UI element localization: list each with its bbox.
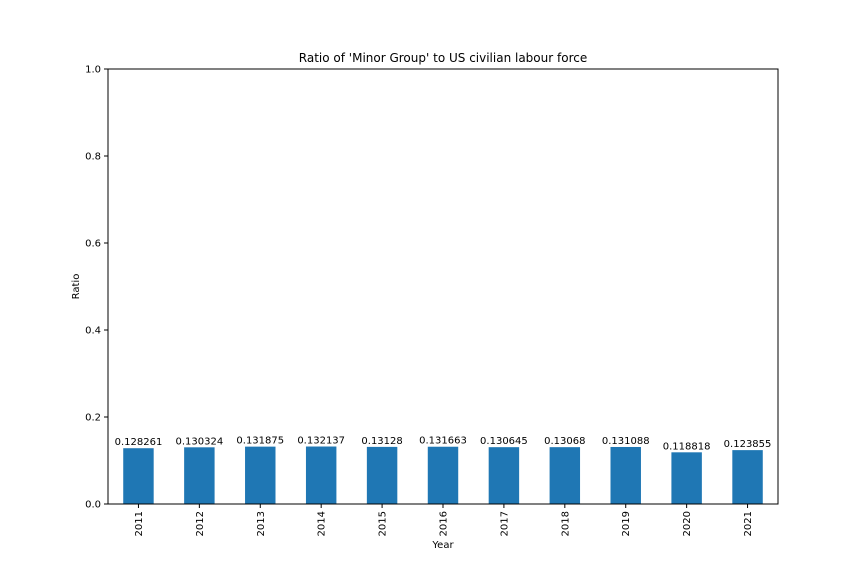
- x-tick-label-2015: 2015: [378, 511, 389, 536]
- bar-2014: [305, 446, 337, 504]
- bar-2018: [549, 447, 581, 504]
- x-tick-label-2021: 2021: [743, 511, 754, 536]
- x-tick-label-2018: 2018: [560, 511, 571, 536]
- y-tick-label: 0.6: [85, 239, 101, 250]
- data-label-2016: 0.131663: [419, 436, 467, 447]
- y-tick-label: 0.8: [85, 152, 101, 163]
- bar-2011: [123, 448, 154, 504]
- y-tick-label: 0.2: [85, 413, 101, 424]
- y-axis-label: Ratio: [71, 274, 82, 300]
- x-tick-label-2020: 2020: [682, 511, 693, 536]
- x-tick-label-2014: 2014: [317, 511, 328, 536]
- chart-title: Ratio of 'Minor Group' to US civilian la…: [299, 51, 587, 65]
- bar-2015: [366, 446, 398, 504]
- data-labels-group: 0.128261 0.130324 0.131875 0.132137 0.13128 0…: [115, 436, 772, 453]
- y-tick-label: 0.4: [85, 326, 101, 337]
- data-label-2017: 0.130645: [480, 436, 528, 447]
- x-tick-label-2016: 2016: [439, 511, 450, 536]
- bars-group: [123, 446, 763, 504]
- x-axis-label: Year: [431, 540, 454, 551]
- bar-2013: [245, 446, 276, 504]
- data-label-2012: 0.130324: [176, 436, 224, 447]
- x-axis: 2011 2012 2013 2014 2015 2016 2017 2018 2019 2020…: [134, 504, 754, 536]
- y-tick-label: 0.0: [85, 500, 101, 511]
- plot-frame: [107, 68, 779, 505]
- x-tick-label-2013: 2013: [256, 511, 267, 536]
- data-label-2011: 0.128261: [115, 437, 163, 448]
- data-label-2018: 0.13068: [544, 436, 585, 447]
- bar-2021: [732, 450, 763, 504]
- data-label-2015: 0.13128: [361, 436, 402, 447]
- data-label-2019: 0.131088: [602, 436, 650, 447]
- data-label-2020: 0.118818: [663, 441, 711, 452]
- bar-2019: [610, 446, 641, 504]
- x-tick-label-2012: 2012: [195, 511, 206, 536]
- data-label-2014: 0.132137: [297, 436, 345, 447]
- x-tick-label-2011: 2011: [134, 511, 145, 536]
- bar-2016: [427, 446, 459, 504]
- data-label-2021: 0.123855: [724, 439, 772, 450]
- bar-2020: [671, 452, 702, 504]
- y-axis: 0.0 0.2 0.4 0.6 0.8 1.0: [85, 65, 108, 511]
- x-tick-label-2017: 2017: [499, 511, 510, 536]
- bar-2012: [184, 447, 215, 504]
- x-tick-label-2019: 2019: [621, 511, 632, 536]
- bar-2017: [488, 447, 520, 504]
- data-label-2013: 0.131875: [236, 436, 284, 447]
- y-tick-label: 1.0: [85, 65, 101, 76]
